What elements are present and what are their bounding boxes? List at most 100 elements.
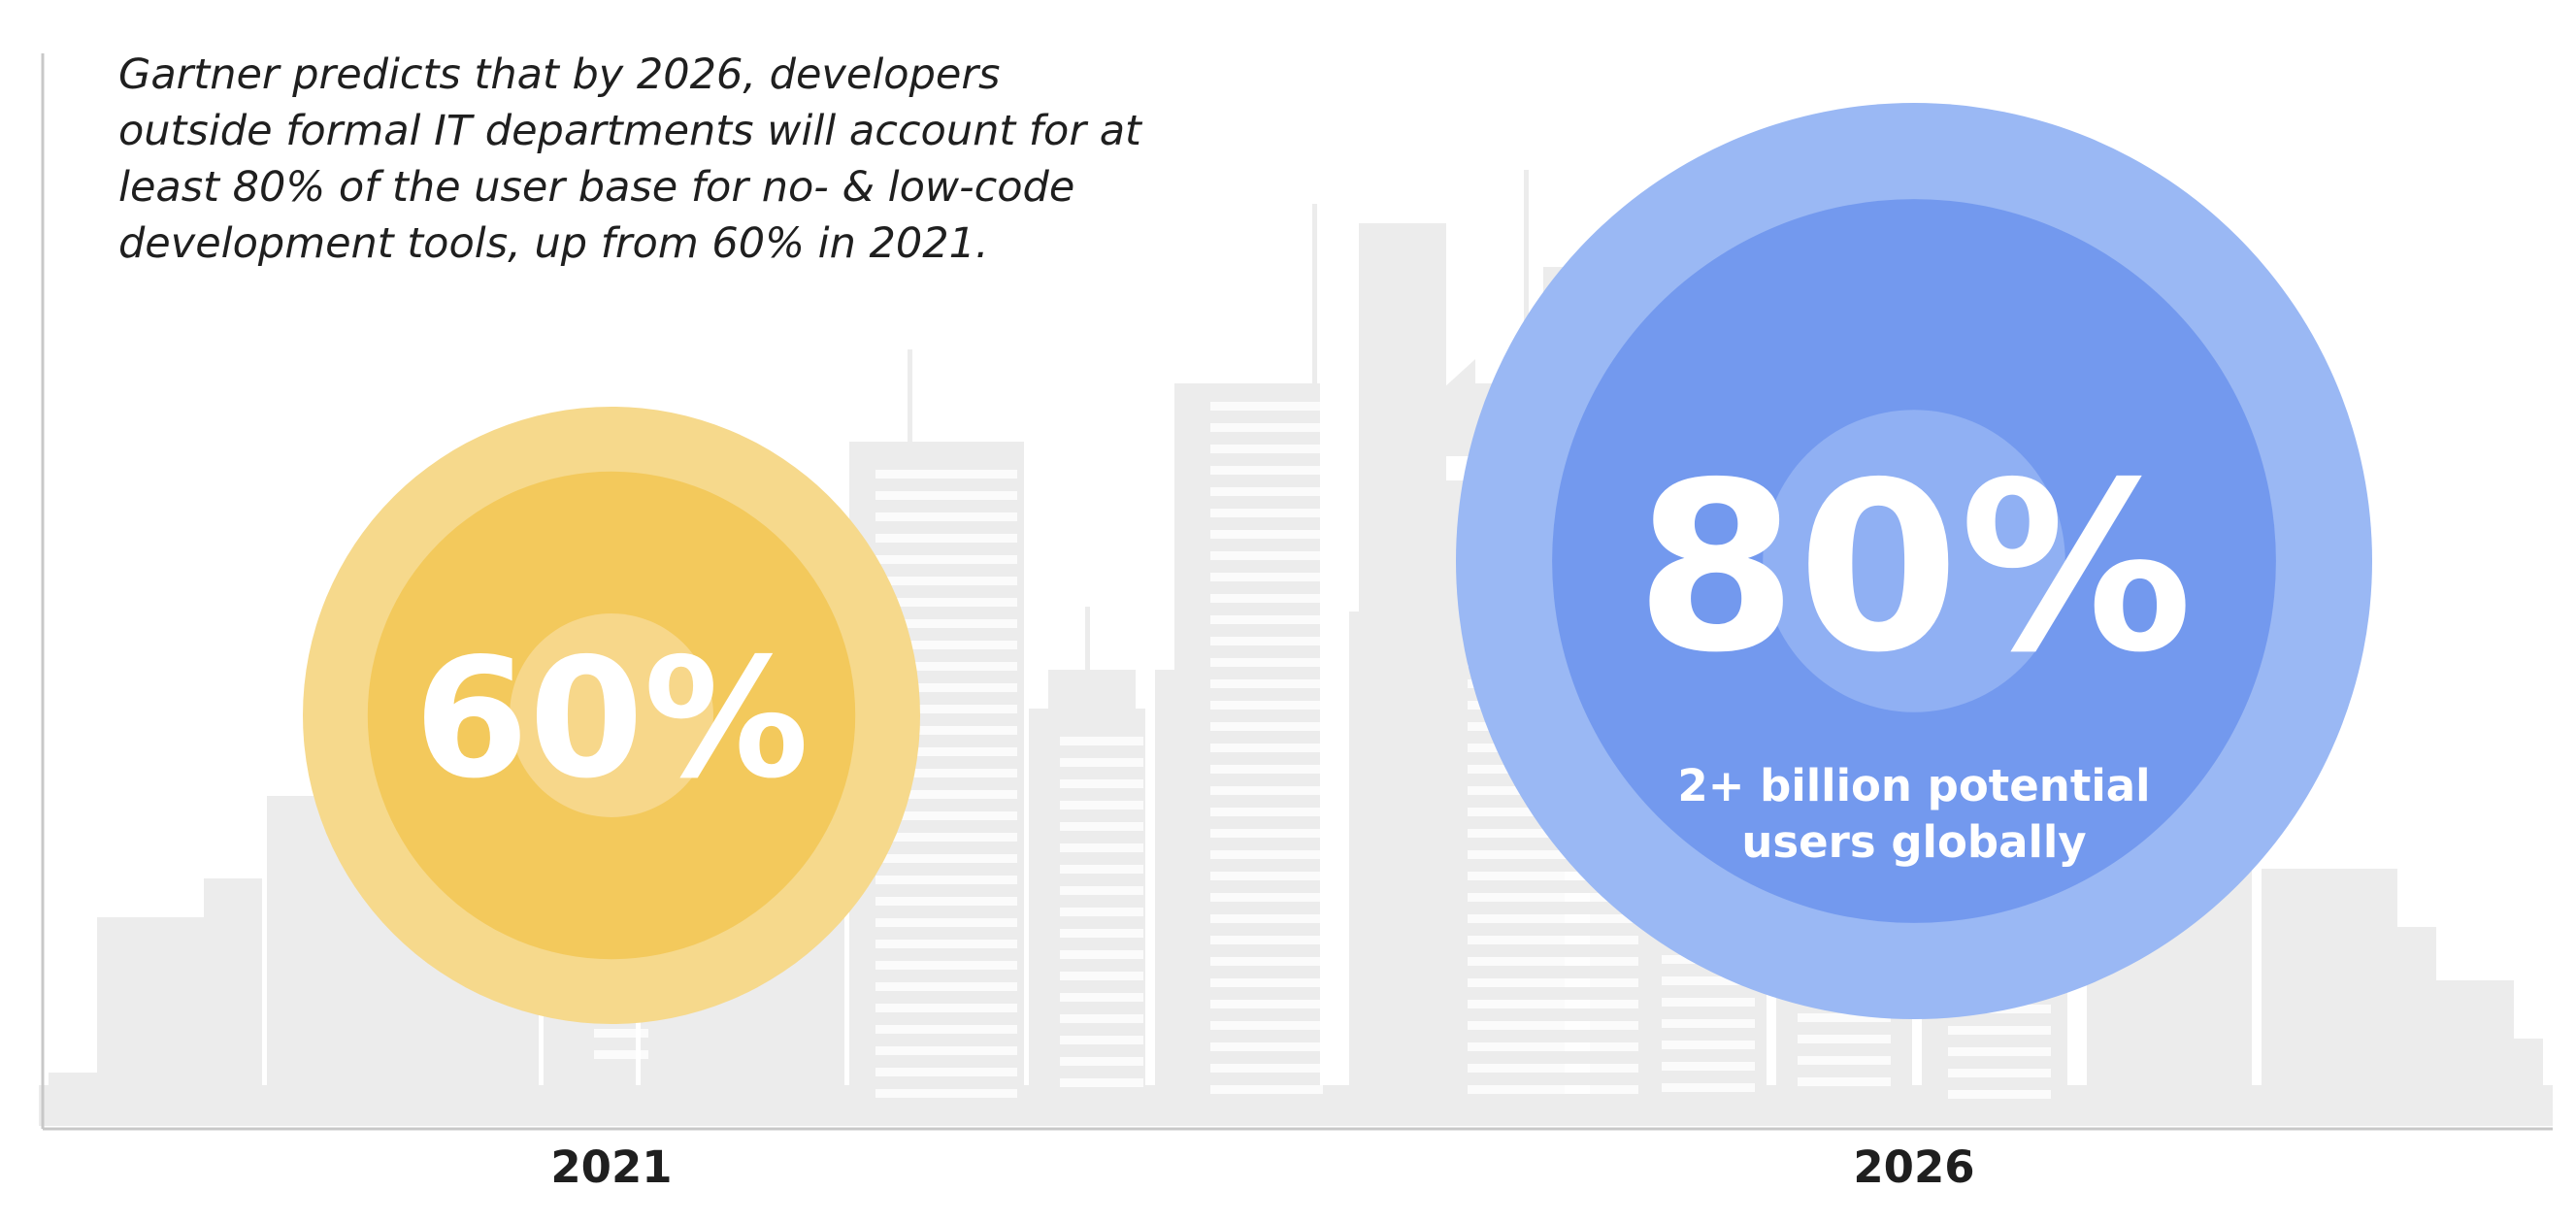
skyline-window-row <box>1210 829 1323 838</box>
skyline-window-row <box>1468 829 1590 838</box>
skyline-window-row <box>1210 722 1323 731</box>
skyline-window-row <box>1468 1042 1590 1051</box>
skyline-window-row <box>875 598 1017 607</box>
skyline-window-row <box>1210 594 1323 603</box>
skyline-window-row <box>1468 978 1590 987</box>
skyline-window-row <box>875 662 1017 671</box>
skyline-window-row <box>875 1004 1017 1012</box>
skyline-window-row <box>1210 914 1323 923</box>
skyline-window-row <box>1210 402 1323 411</box>
skyline-window-row <box>1798 1035 1891 1043</box>
skyline-window-row <box>1210 423 1323 432</box>
skyline-window-row <box>1662 998 1755 1007</box>
skyline-window-row <box>1948 1090 2051 1099</box>
skyline-window-row <box>1210 1085 1323 1094</box>
skyline-window-row <box>1948 1047 2051 1056</box>
skyline-window-row <box>1210 701 1323 710</box>
skyline-window-row <box>1060 779 1143 788</box>
bubble-2026-ring-3 <box>1763 410 2065 712</box>
skyline-window-row <box>1210 466 1323 475</box>
skyline-window-row <box>1210 765 1323 774</box>
skyline-window-row <box>1468 1064 1590 1073</box>
skyline-window-row <box>1468 808 1590 816</box>
bubble-2021-ring-3 <box>510 613 713 817</box>
value-label-2021: 60% <box>414 623 809 815</box>
skyline-window-row <box>1210 679 1323 688</box>
skyline-window-row <box>1662 1019 1755 1028</box>
skyline-window-row <box>1210 936 1323 944</box>
skyline-window-row <box>1210 872 1323 880</box>
skyline-window-row <box>1060 950 1143 959</box>
prediction-line: development tools, up from 60% in 2021. <box>118 219 989 268</box>
x-tick-label-2026: 2026 <box>1853 1141 1974 1193</box>
skyline-window-row <box>1468 893 1590 902</box>
prediction-line: outside formal IT departments will accou… <box>118 107 1141 155</box>
skyline-window-row <box>1210 744 1323 752</box>
skyline-window-row <box>1210 893 1323 902</box>
skyline-window-row <box>875 683 1017 692</box>
value-label-2026: 80% <box>1635 432 2193 704</box>
skyline-window-row <box>1060 843 1143 852</box>
skyline-window-row <box>1662 1083 1755 1092</box>
skyline-window-row <box>1210 786 1323 795</box>
skyline-window-row <box>1210 1064 1323 1073</box>
skyline-window-row <box>875 1089 1017 1098</box>
skyline-window-row <box>1210 551 1323 560</box>
skyline-window-row <box>1210 850 1323 859</box>
skyline-window-row <box>1060 1078 1143 1087</box>
skyline-window-row <box>875 641 1017 649</box>
skyline-window-row <box>1210 615 1323 624</box>
skyline-window-row <box>1060 993 1143 1002</box>
skyline-window-row <box>1210 957 1323 966</box>
skyline-window-row <box>1210 509 1323 517</box>
gartner-prediction-text: Gartner predicts that by 2026, developer… <box>118 47 1205 272</box>
skyline-window-row <box>1565 1085 1638 1094</box>
skyline-window-row <box>1210 658 1323 667</box>
skyline-building <box>1359 223 1446 1126</box>
skyline-window-row <box>875 1068 1017 1076</box>
skyline-window-row <box>875 940 1017 948</box>
skyline-window-row <box>1468 1021 1590 1030</box>
skyline-window-row <box>1468 850 1590 859</box>
skyline-window-row <box>1662 976 1755 985</box>
skyline-window-row <box>1468 914 1590 923</box>
skyline-window-row <box>1210 487 1323 496</box>
skyline-window-row <box>875 876 1017 884</box>
skyline-window-row <box>875 534 1017 543</box>
skyline-window-row <box>875 555 1017 564</box>
sublabel-2026-line: 2+ billion potential <box>1677 760 2150 811</box>
skyline-window-row <box>875 811 1017 820</box>
skyline-window-row <box>875 491 1017 500</box>
skyline-window-row <box>1798 1077 1891 1086</box>
skyline-window-row <box>1565 936 1638 944</box>
skyline-window-row <box>1565 1000 1638 1008</box>
skyline-window-row <box>1210 808 1323 816</box>
skyline-window-row <box>1468 957 1590 966</box>
skyline-window-row <box>1948 1026 2051 1035</box>
skyline-window-row <box>1210 573 1323 581</box>
skyline-window-row <box>1210 637 1323 645</box>
skyline-window-row <box>875 790 1017 799</box>
skyline-window-row <box>1210 445 1323 453</box>
skyline-window-row <box>1565 957 1638 966</box>
sublabel-2026-line: users globally <box>1741 816 2086 868</box>
skyline-antenna <box>908 349 912 738</box>
skyline-window-row <box>1565 1021 1638 1030</box>
skyline-window-row <box>1060 758 1143 767</box>
skyline-window-row <box>875 619 1017 628</box>
skyline-window-row <box>875 577 1017 585</box>
skyline-window-row <box>1060 908 1143 916</box>
bubbles-layer <box>303 103 2372 1024</box>
skyline-window-row <box>1060 1036 1143 1044</box>
skyline-window-row <box>1468 1000 1590 1008</box>
skyline-window-row <box>1060 1014 1143 1023</box>
skyline-spire <box>1369 359 1475 456</box>
skyline-window-row <box>1565 1064 1638 1073</box>
skyline-window-row <box>1210 1000 1323 1008</box>
prediction-line: least 80% of the user base for no- & low… <box>118 163 1075 212</box>
skyline-window-row <box>1798 1013 1891 1022</box>
prediction-line: Gartner predicts that by 2026, developer… <box>118 50 1001 99</box>
skyline-window-row <box>594 1029 648 1038</box>
